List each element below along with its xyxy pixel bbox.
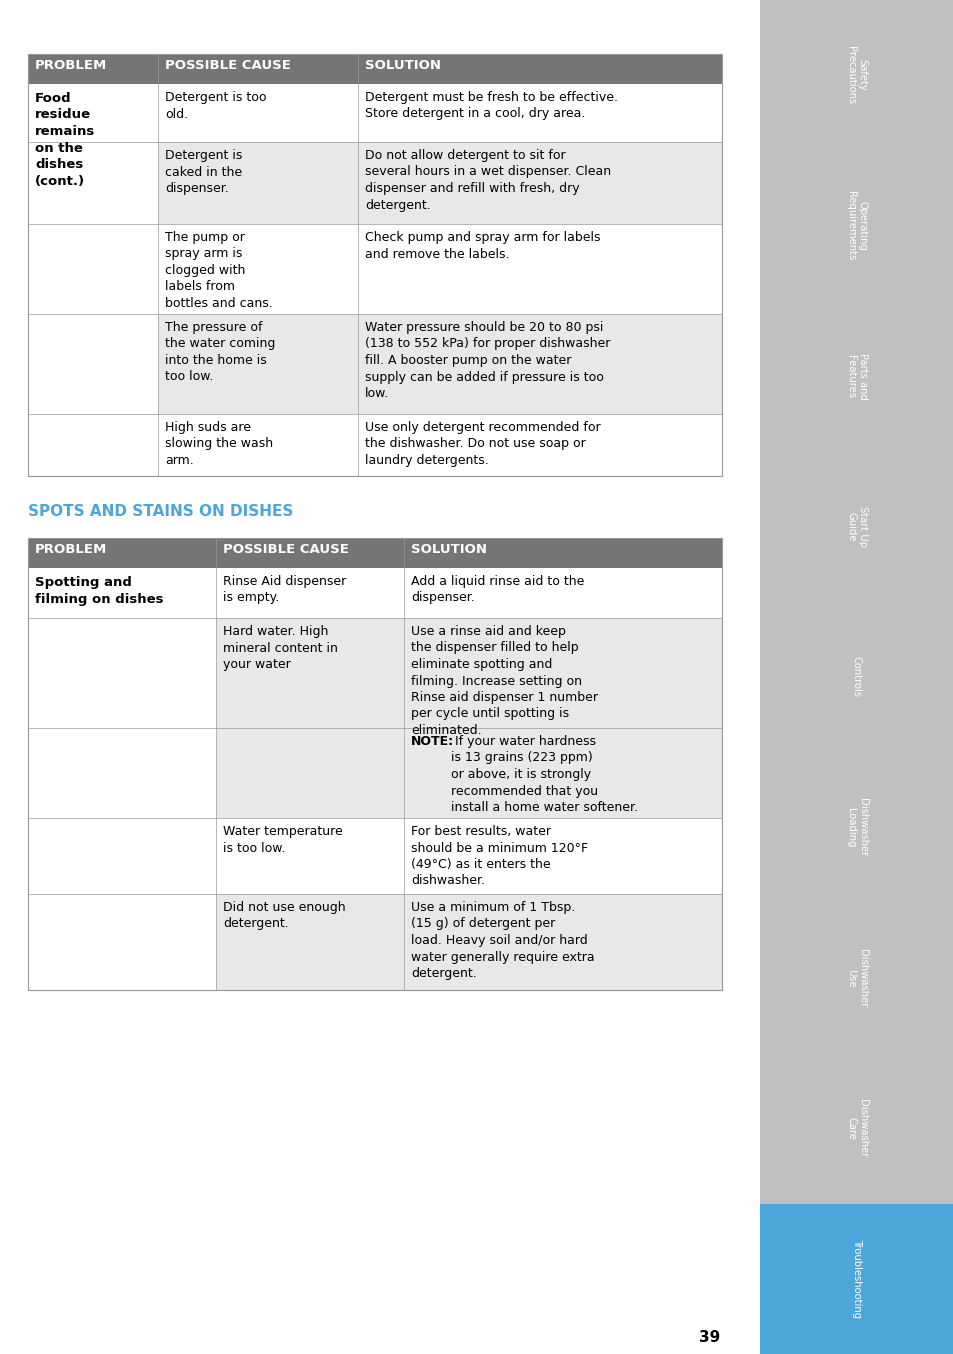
Bar xyxy=(158,314,357,414)
Bar xyxy=(158,84,357,142)
Bar xyxy=(760,753,953,903)
Bar xyxy=(403,728,721,818)
Bar xyxy=(760,601,953,753)
Text: Operating
Requirements: Operating Requirements xyxy=(845,191,867,260)
Text: Use a minimum of 1 Tbsp.
(15 g) of detergent per
load. Heavy soil and/or hard
wa: Use a minimum of 1 Tbsp. (15 g) of deter… xyxy=(411,900,594,980)
Bar xyxy=(28,538,721,567)
Text: PROBLEM: PROBLEM xyxy=(35,543,107,556)
Text: NOTE:: NOTE: xyxy=(411,735,454,747)
Text: Detergent is
caked in the
dispenser.: Detergent is caked in the dispenser. xyxy=(165,149,242,195)
Text: Did not use enough
detergent.: Did not use enough detergent. xyxy=(223,900,345,930)
Bar xyxy=(357,142,721,223)
Bar xyxy=(760,903,953,1053)
Bar xyxy=(760,150,953,301)
Text: The pressure of
the water coming
into the home is
too low.: The pressure of the water coming into th… xyxy=(165,321,275,383)
Text: Water pressure should be 20 to 80 psi
(138 to 552 kPa) for proper dishwasher
fil: Water pressure should be 20 to 80 psi (1… xyxy=(365,321,610,399)
Text: 39: 39 xyxy=(698,1330,720,1345)
Text: Dishwasher
Use: Dishwasher Use xyxy=(845,949,867,1007)
Text: Controls: Controls xyxy=(851,657,862,697)
Bar xyxy=(215,728,403,818)
Text: The pump or
spray arm is
clogged with
labels from
bottles and cans.: The pump or spray arm is clogged with la… xyxy=(165,232,273,310)
Text: Food
residue
remains
on the
dishes
(cont.): Food residue remains on the dishes (cont… xyxy=(35,92,95,187)
Bar xyxy=(357,414,721,477)
Bar xyxy=(158,223,357,314)
Bar xyxy=(760,301,953,451)
Text: Start Up
Guide: Start Up Guide xyxy=(845,506,867,547)
Bar xyxy=(28,54,721,477)
Text: POSSIBLE CAUSE: POSSIBLE CAUSE xyxy=(165,60,291,72)
Bar xyxy=(158,414,357,477)
Bar xyxy=(28,538,721,990)
Text: Use a rinse aid and keep
the dispenser filled to help
eliminate spotting and
fil: Use a rinse aid and keep the dispenser f… xyxy=(411,626,598,737)
Bar xyxy=(760,451,953,601)
Text: Add a liquid rinse aid to the
dispenser.: Add a liquid rinse aid to the dispenser. xyxy=(411,575,584,604)
Text: Use only detergent recommended for
the dishwasher. Do not use soap or
laundry de: Use only detergent recommended for the d… xyxy=(365,421,600,467)
Text: SPOTS AND STAINS ON DISHES: SPOTS AND STAINS ON DISHES xyxy=(28,504,294,519)
Text: PROBLEM: PROBLEM xyxy=(35,60,107,72)
Text: Hard water. High
mineral content in
your water: Hard water. High mineral content in your… xyxy=(223,626,337,672)
Bar xyxy=(158,142,357,223)
Bar xyxy=(28,54,721,84)
Bar xyxy=(215,818,403,894)
Bar xyxy=(215,894,403,990)
Bar xyxy=(215,567,403,617)
Text: Detergent must be fresh to be effective.
Store detergent in a cool, dry area.: Detergent must be fresh to be effective.… xyxy=(365,91,618,121)
Text: Dishwasher
Care: Dishwasher Care xyxy=(845,1099,867,1158)
Text: Safety
Precautions: Safety Precautions xyxy=(845,46,867,104)
Bar xyxy=(403,617,721,728)
Text: Water temperature
is too low.: Water temperature is too low. xyxy=(223,825,342,854)
Bar xyxy=(403,894,721,990)
Bar xyxy=(357,84,721,142)
Text: Detergent is too
old.: Detergent is too old. xyxy=(165,91,266,121)
Text: Do not allow detergent to sit for
several hours in a wet dispenser. Clean
dispen: Do not allow detergent to sit for severa… xyxy=(365,149,611,211)
Text: SOLUTION: SOLUTION xyxy=(365,60,440,72)
Bar xyxy=(760,0,953,150)
Bar xyxy=(28,567,215,990)
Text: If your water hardness
is 13 grains (223 ppm)
or above, it is strongly
recommend: If your water hardness is 13 grains (223… xyxy=(451,735,638,814)
Bar xyxy=(357,314,721,414)
Text: Check pump and spray arm for labels
and remove the labels.: Check pump and spray arm for labels and … xyxy=(365,232,599,260)
Text: Spotting and
filming on dishes: Spotting and filming on dishes xyxy=(35,575,163,605)
Bar xyxy=(760,1053,953,1204)
Bar xyxy=(215,617,403,728)
Text: Parts and
Features: Parts and Features xyxy=(845,352,867,399)
Text: High suds are
slowing the wash
arm.: High suds are slowing the wash arm. xyxy=(165,421,273,467)
Bar xyxy=(760,1204,953,1354)
Text: POSSIBLE CAUSE: POSSIBLE CAUSE xyxy=(223,543,349,556)
Text: Dishwasher
Loading: Dishwasher Loading xyxy=(845,799,867,857)
Text: Rinse Aid dispenser
is empty.: Rinse Aid dispenser is empty. xyxy=(223,575,346,604)
Text: Troubleshooting: Troubleshooting xyxy=(851,1239,862,1319)
Bar xyxy=(403,818,721,894)
Bar xyxy=(28,84,158,477)
Bar xyxy=(403,567,721,617)
Text: SOLUTION: SOLUTION xyxy=(411,543,486,556)
Bar xyxy=(357,223,721,314)
Text: For best results, water
should be a minimum 120°F
(49°C) as it enters the
dishwa: For best results, water should be a mini… xyxy=(411,825,587,887)
